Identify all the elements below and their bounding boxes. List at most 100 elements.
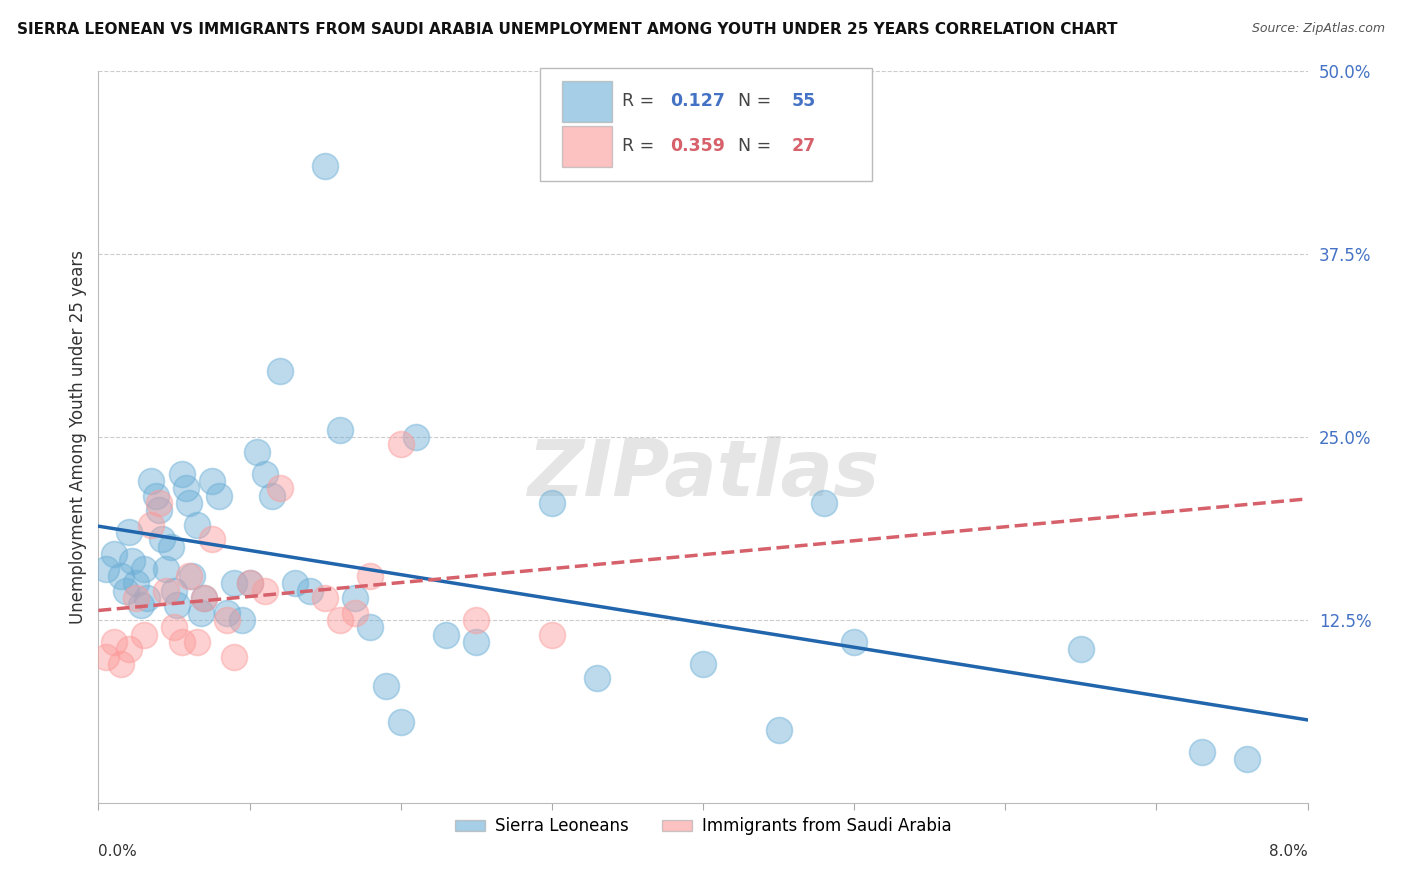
Point — [121, 554, 143, 568]
Point — [329, 613, 352, 627]
Point — [253, 467, 276, 481]
Point — [150, 533, 173, 547]
Point — [148, 496, 170, 510]
Point — [141, 474, 163, 488]
Point — [389, 437, 412, 451]
Point — [239, 576, 262, 591]
Point — [145, 489, 167, 503]
Point — [201, 474, 224, 488]
Text: N =: N = — [727, 92, 778, 111]
Point — [224, 649, 246, 664]
Point — [540, 627, 562, 641]
Point — [1070, 642, 1092, 657]
Text: 8.0%: 8.0% — [1268, 845, 1308, 860]
Point — [110, 657, 132, 671]
Point — [94, 562, 117, 576]
Point — [125, 576, 148, 591]
Point — [253, 583, 276, 598]
Legend: Sierra Leoneans, Immigrants from Saudi Arabia: Sierra Leoneans, Immigrants from Saudi A… — [449, 811, 957, 842]
Text: 0.127: 0.127 — [671, 92, 725, 111]
Text: R =: R = — [621, 136, 659, 154]
Point — [465, 635, 488, 649]
Point — [360, 620, 382, 634]
Point — [163, 583, 186, 598]
Point — [215, 613, 238, 627]
Point — [284, 576, 307, 591]
Point — [344, 606, 367, 620]
Point — [94, 649, 117, 664]
Point — [166, 599, 188, 613]
Point — [103, 635, 125, 649]
Point — [231, 613, 253, 627]
Point — [135, 591, 157, 605]
Point — [110, 569, 132, 583]
Point — [181, 569, 204, 583]
Point — [299, 583, 322, 598]
Text: R =: R = — [621, 92, 659, 111]
FancyBboxPatch shape — [540, 68, 872, 181]
Point — [269, 364, 291, 378]
Text: 55: 55 — [792, 92, 815, 111]
Point — [118, 642, 141, 657]
Point — [540, 496, 562, 510]
Text: Source: ZipAtlas.com: Source: ZipAtlas.com — [1251, 22, 1385, 36]
Point — [344, 591, 367, 605]
Point — [148, 503, 170, 517]
Point — [434, 627, 457, 641]
Point — [586, 672, 609, 686]
Point — [170, 467, 193, 481]
Point — [193, 591, 215, 605]
Point — [186, 635, 208, 649]
FancyBboxPatch shape — [561, 81, 613, 122]
Point — [179, 569, 201, 583]
Point — [170, 635, 193, 649]
Point — [103, 547, 125, 561]
Point — [141, 517, 163, 532]
Point — [1236, 752, 1258, 766]
Y-axis label: Unemployment Among Youth under 25 years: Unemployment Among Youth under 25 years — [69, 250, 87, 624]
Point — [155, 562, 177, 576]
Text: N =: N = — [727, 136, 778, 154]
Point — [186, 517, 208, 532]
Point — [314, 160, 336, 174]
FancyBboxPatch shape — [561, 126, 613, 167]
Point — [190, 606, 212, 620]
Point — [174, 481, 197, 495]
Point — [1191, 745, 1213, 759]
Point — [163, 620, 186, 634]
Point — [844, 635, 866, 649]
Point — [118, 525, 141, 540]
Point — [405, 430, 427, 444]
Text: 0.359: 0.359 — [671, 136, 725, 154]
Point — [246, 444, 269, 458]
Point — [132, 562, 155, 576]
Point — [239, 576, 262, 591]
Text: SIERRA LEONEAN VS IMMIGRANTS FROM SAUDI ARABIA UNEMPLOYMENT AMONG YOUTH UNDER 25: SIERRA LEONEAN VS IMMIGRANTS FROM SAUDI … — [17, 22, 1118, 37]
Point — [193, 591, 215, 605]
Point — [129, 599, 152, 613]
Point — [813, 496, 835, 510]
Point — [179, 496, 201, 510]
Point — [768, 723, 790, 737]
Point — [389, 715, 412, 730]
Point — [224, 576, 246, 591]
Point — [269, 481, 291, 495]
Point — [262, 489, 284, 503]
Text: 0.0%: 0.0% — [98, 845, 138, 860]
Point — [360, 569, 382, 583]
Point — [114, 583, 136, 598]
Text: 27: 27 — [792, 136, 815, 154]
Point — [125, 591, 148, 605]
Point — [155, 583, 177, 598]
Point — [374, 679, 396, 693]
Point — [160, 540, 183, 554]
Point — [215, 606, 238, 620]
Point — [465, 613, 488, 627]
Point — [314, 591, 336, 605]
Point — [208, 489, 231, 503]
Point — [201, 533, 224, 547]
Point — [329, 423, 352, 437]
Point — [692, 657, 714, 671]
Text: ZIPatlas: ZIPatlas — [527, 435, 879, 512]
Point — [132, 627, 155, 641]
